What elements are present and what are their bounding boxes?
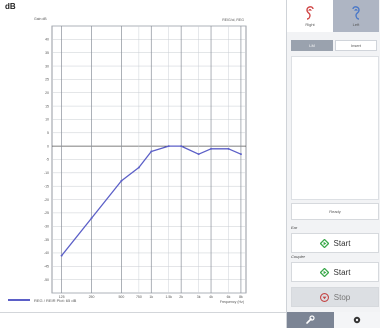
side-panel: Right Left LM Insert Ready Ear Start — [287, 0, 380, 328]
mode-selector: LM Insert — [291, 40, 377, 49]
data-point — [210, 148, 212, 150]
stop-icon — [320, 293, 329, 302]
mode-label: REIG/ol, REG — [222, 18, 244, 22]
data-point — [120, 180, 122, 182]
right-ear-icon — [304, 5, 316, 21]
y-tick-label: 5 — [47, 131, 49, 135]
y-tick-label: 20 — [45, 91, 49, 95]
x-tick-label: 500 — [118, 295, 124, 299]
settings-button[interactable] — [334, 312, 380, 328]
coupler-section-label: Coupler — [291, 254, 305, 259]
y-tick-label: 35 — [45, 51, 49, 55]
coupler-start-label: Start — [334, 268, 351, 277]
chart-bottom-strip — [0, 312, 286, 329]
measurement-list — [291, 56, 379, 200]
x-tick-label: 2k — [179, 295, 183, 299]
mode-lm-button[interactable]: LM — [291, 40, 333, 51]
ear-section-label: Ear — [291, 225, 297, 230]
y-tick-label: 40 — [45, 38, 49, 42]
tab-left-label: Left — [353, 22, 360, 27]
x-tick-label: 4k — [209, 295, 213, 299]
ear-tabs: Right Left — [287, 0, 380, 32]
x-tick-label: 3k — [197, 295, 201, 299]
y-tick-label: -5 — [46, 158, 49, 162]
ear-start-button[interactable]: Start — [291, 233, 379, 253]
x-tick-label: 6k — [227, 295, 231, 299]
y-tick-label: 0 — [47, 144, 49, 148]
ear-start-label: Start — [334, 239, 351, 248]
legend-label: REG / REIR Plot: 65 dB — [34, 298, 76, 303]
legend: REG / REIR Plot: 65 dB — [8, 295, 76, 305]
left-ear-icon — [350, 5, 362, 21]
data-point — [180, 145, 182, 147]
y-tick-label: -40 — [44, 251, 49, 255]
start-icon — [320, 239, 329, 248]
y-tick-label: 30 — [45, 64, 49, 68]
x-tick-label: 750 — [136, 295, 142, 299]
gain-chart[interactable]: 40 35 30 25 20 15 10 5 0 -5 -10 -15 -20 -25 -30 -35 -40 -… — [0, 0, 286, 312]
y-axis-label: Gain dB — [34, 17, 47, 21]
bottom-toolbar — [287, 312, 380, 328]
y-tick-label: -25 — [44, 211, 49, 215]
data-point — [91, 217, 93, 219]
data-point — [150, 150, 152, 152]
data-point — [240, 153, 242, 155]
x-tick-label: 1k — [149, 295, 153, 299]
x-tick-label: 1.5k — [165, 295, 172, 299]
tools-button[interactable] — [287, 312, 334, 328]
y-tick-label: -20 — [44, 198, 49, 202]
coupler-start-button[interactable]: Start — [291, 262, 379, 282]
data-point — [61, 255, 63, 257]
tab-right-label: Right — [305, 22, 314, 27]
y-tick-label: 10 — [45, 118, 49, 122]
y-tick-label: 15 — [45, 104, 49, 108]
start-icon — [320, 268, 329, 277]
gear-icon — [352, 315, 362, 325]
wrench-icon — [305, 315, 315, 325]
y-tick-label: -35 — [44, 238, 49, 242]
stop-button[interactable]: Stop — [291, 287, 379, 307]
tab-left-ear[interactable]: Left — [333, 0, 379, 32]
y-tick-label: -50 — [44, 278, 49, 282]
status-indicator: Ready — [291, 203, 379, 220]
data-point — [138, 167, 140, 169]
x-axis-label: Frequency (Hz) — [220, 300, 244, 304]
y-tick-label: -15 — [44, 184, 49, 188]
data-point — [228, 148, 230, 150]
x-tick-label: 250 — [89, 295, 95, 299]
legend-line — [8, 299, 30, 301]
x-tick-label: 8k — [239, 295, 243, 299]
y-tick-label: -10 — [44, 171, 49, 175]
y-tick-label: -45 — [44, 265, 49, 269]
y-tick-label: 25 — [45, 78, 49, 82]
mode-insert-button[interactable]: Insert — [335, 40, 377, 51]
stop-label: Stop — [334, 293, 350, 302]
tab-right-ear[interactable]: Right — [287, 0, 333, 32]
y-tick-label: -30 — [44, 224, 49, 228]
data-point — [168, 145, 170, 147]
data-point — [198, 153, 200, 155]
